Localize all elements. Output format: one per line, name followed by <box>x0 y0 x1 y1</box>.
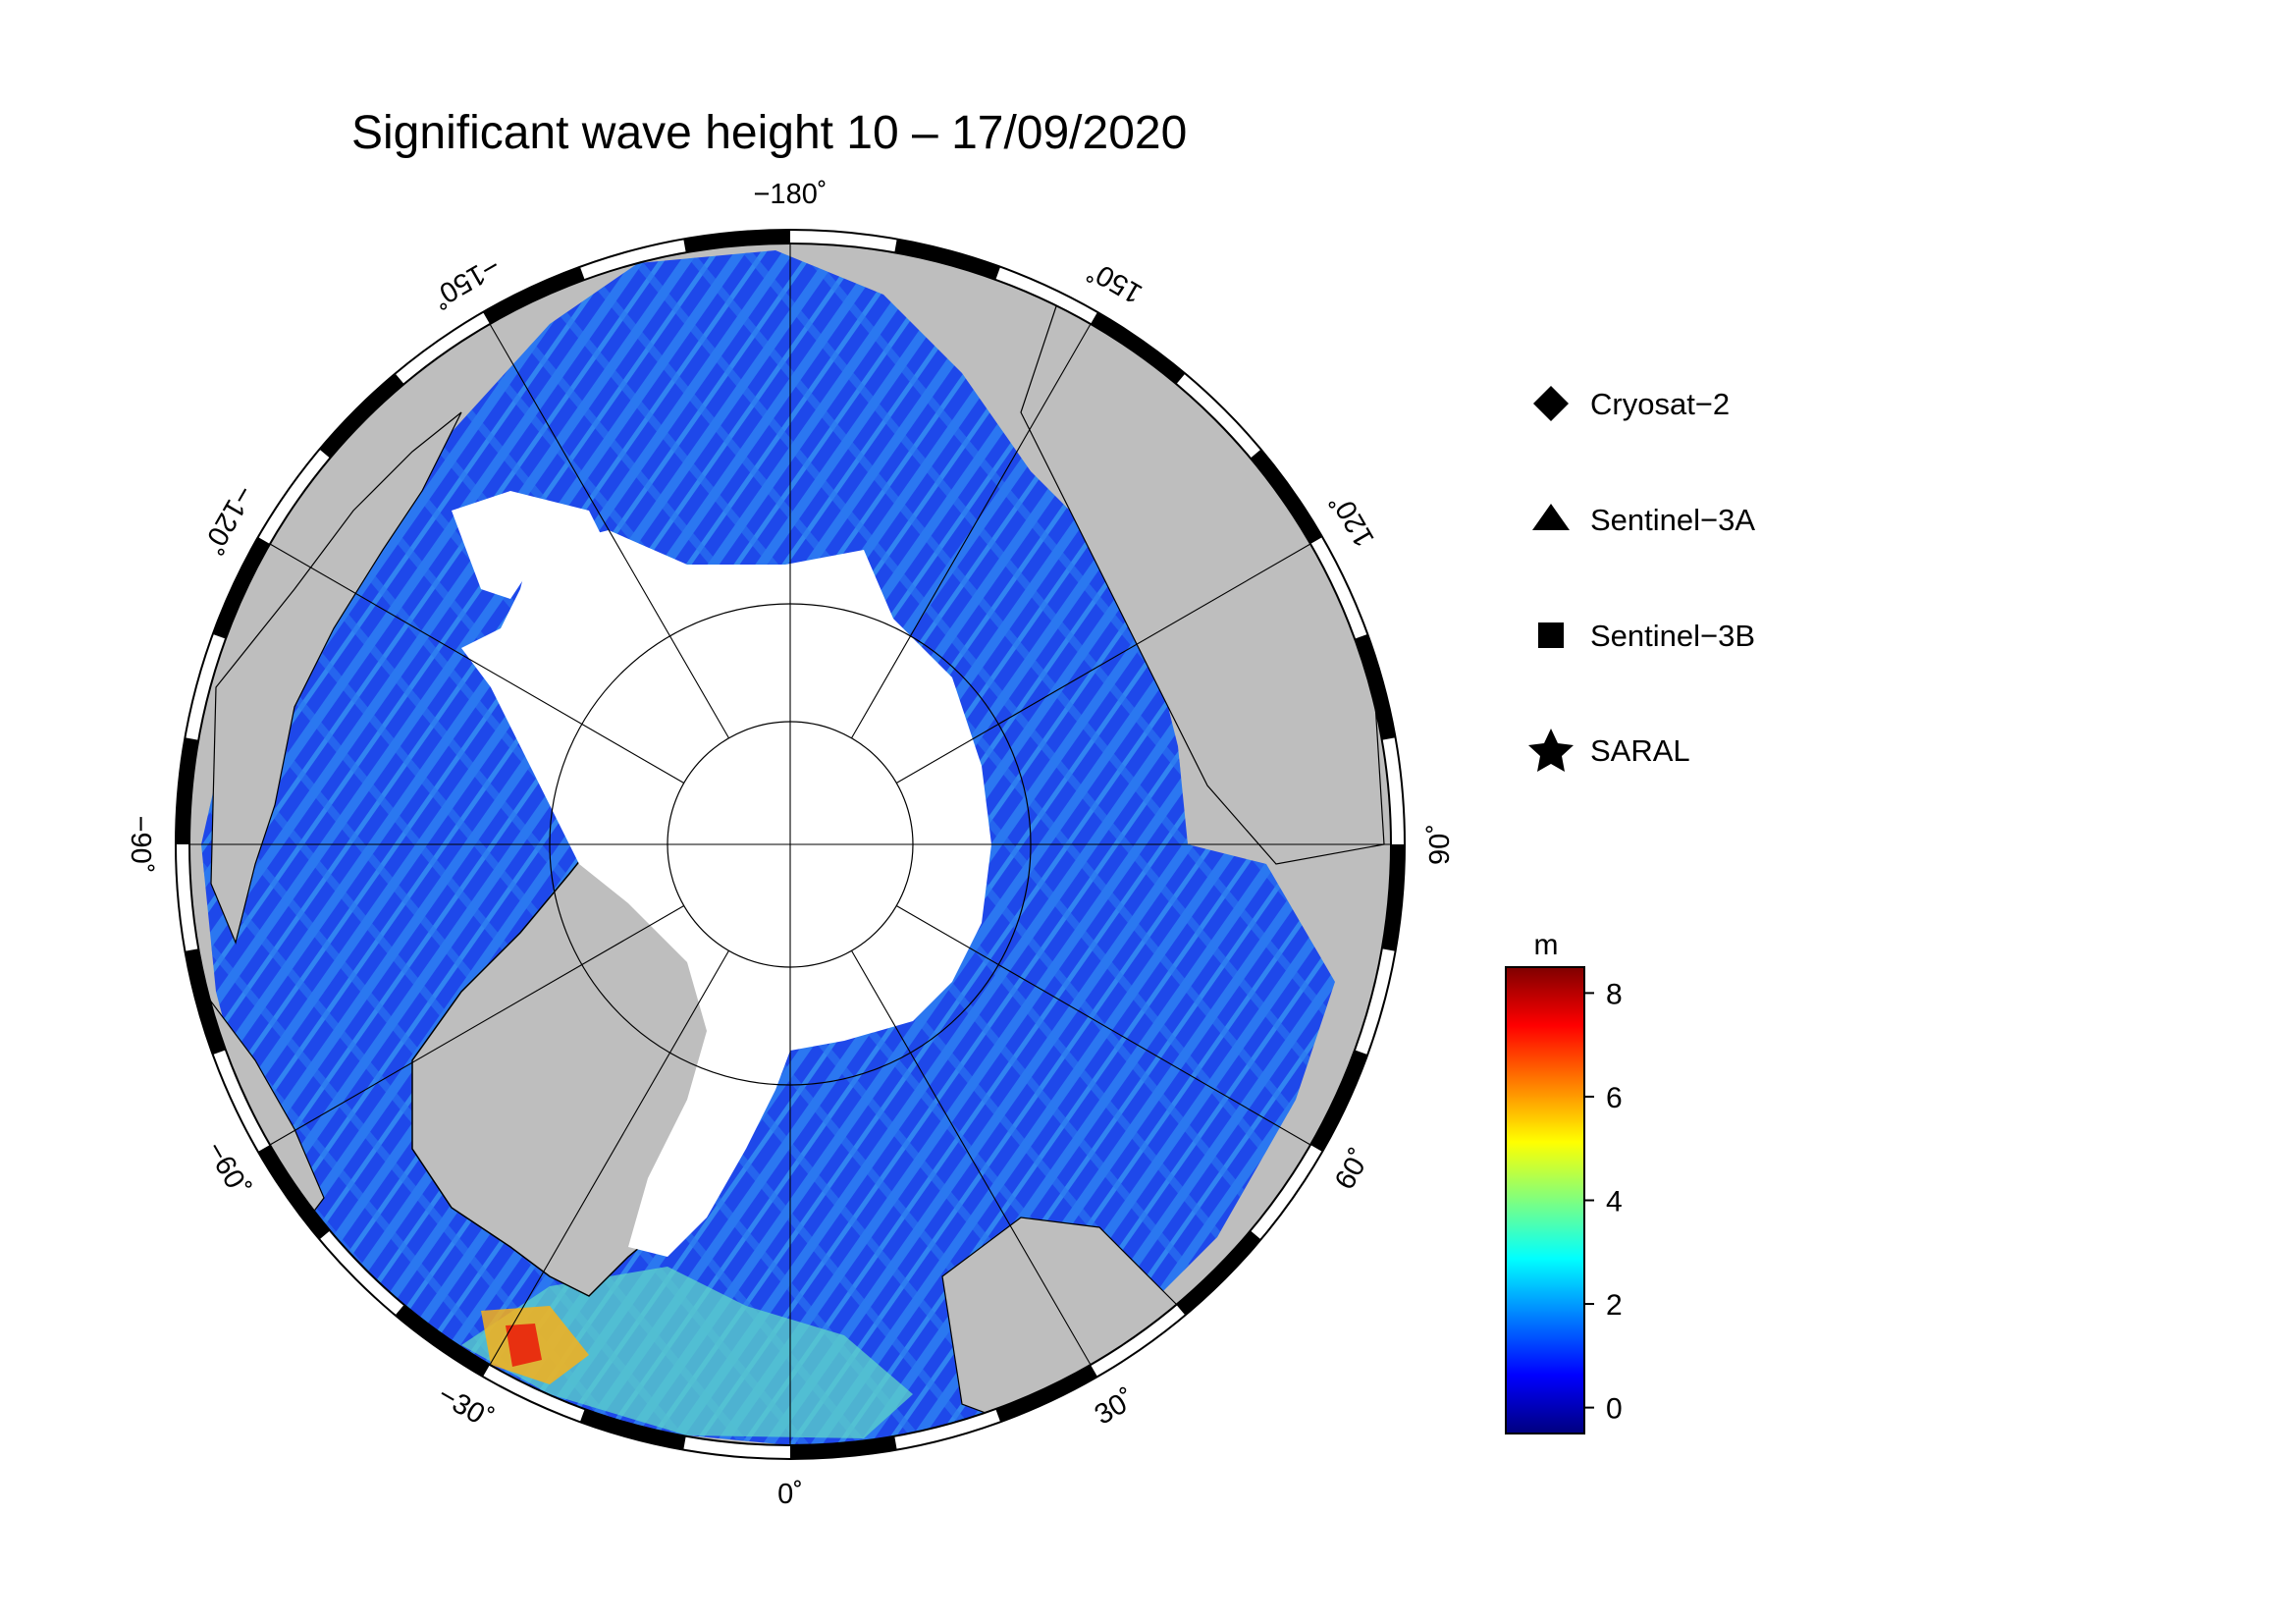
map-title: Significant wave height 10 – 17/09/2020 <box>351 107 1188 159</box>
frame-segment <box>395 1304 491 1378</box>
frame-segment <box>483 266 585 324</box>
peak-wave-spot <box>506 1324 542 1367</box>
meridian-line <box>851 323 1092 739</box>
colorbar-tick-label: 4 <box>1606 1186 1623 1218</box>
legend-label-cryosat: Cryosat−2 <box>1590 387 1730 421</box>
beaufort-ice-tongue <box>452 491 609 599</box>
meridian-line <box>489 949 729 1366</box>
colorbar: m 8 6 4 2 0 <box>1505 929 1623 1434</box>
legend-label-sentinel-3a: Sentinel−3A <box>1590 503 1755 537</box>
longitude-label: 30˚ <box>1090 1383 1141 1432</box>
canada-alaska-land <box>210 411 462 945</box>
frame-segment <box>894 239 1001 280</box>
longitude-label: −150˚ <box>426 249 506 313</box>
diamond-icon <box>1533 386 1569 421</box>
meridian-line <box>269 905 685 1146</box>
colorbar-tick-label: 0 <box>1606 1393 1623 1426</box>
sea-ice-region <box>461 530 991 1257</box>
colorbar-tick-label: 8 <box>1606 978 1623 1010</box>
colorbar-ticks: 8 6 4 2 0 <box>1584 978 1623 1426</box>
longitude-label: 90˚ <box>1424 824 1456 865</box>
triangle-icon <box>1532 504 1570 530</box>
longitude-label: −180˚ <box>754 179 828 210</box>
high-wave-region <box>461 1267 913 1438</box>
frame-segment <box>1310 1050 1368 1152</box>
frame-segment <box>176 737 199 845</box>
square-icon <box>1538 622 1564 648</box>
frame-segment <box>1355 633 1396 740</box>
longitude-label: −120˚ <box>195 480 259 560</box>
frame-segment <box>319 373 404 459</box>
colorbar-unit: m <box>1534 929 1559 961</box>
legend-label-saral: SARAL <box>1590 733 1690 768</box>
legend-item-sentinel-3a: Sentinel−3A <box>1532 503 1755 537</box>
frame-segment <box>995 1365 1097 1423</box>
frame-segment <box>212 537 270 639</box>
meridian-line <box>895 543 1311 784</box>
colorbar-tick-label: 2 <box>1606 1289 1623 1322</box>
frame-segment <box>789 1435 897 1459</box>
frame-segment <box>1176 1230 1261 1316</box>
meridian-line <box>269 543 685 784</box>
longitude-label: 120˚ <box>1325 487 1381 552</box>
legend-label-sentinel-3b: Sentinel−3B <box>1590 619 1755 653</box>
map-outer-frame <box>175 229 1406 1460</box>
legend-item-cryosat: Cryosat−2 <box>1533 386 1730 421</box>
frame-segment <box>579 1409 686 1450</box>
longitude-label: −60˚ <box>199 1137 255 1203</box>
satellite-legend: Cryosat−2 Sentinel−3A Sentinel−3B SARAL <box>1528 386 1755 772</box>
frame-segment <box>257 1144 331 1240</box>
longitude-label: 0˚ <box>777 1479 803 1510</box>
longitude-label: −90˚ <box>125 816 156 874</box>
meridian-line <box>895 905 1311 1146</box>
star-icon <box>1528 729 1574 772</box>
longitude-label: 150˚ <box>1083 253 1148 309</box>
colorbar-tick-label: 6 <box>1606 1082 1623 1114</box>
meridian-line <box>489 323 729 739</box>
frame-segment <box>1250 449 1323 545</box>
frame-segment <box>1381 843 1405 951</box>
meridian-line <box>851 949 1092 1366</box>
longitude-label: 60˚ <box>1329 1144 1377 1195</box>
colorbar-gradient <box>1505 966 1585 1434</box>
legend-item-sentinel-3b: Sentinel−3B <box>1538 619 1755 653</box>
legend-item-saral: SARAL <box>1528 729 1690 772</box>
frame-segment <box>1090 311 1186 385</box>
longitude-label: −30˚ <box>433 1380 499 1435</box>
meridian-lines <box>189 243 1391 1445</box>
map-frame-ticks <box>176 230 1405 1459</box>
map-disc <box>175 229 1406 1460</box>
frame-segment <box>185 948 226 1055</box>
frame-segment <box>683 230 791 253</box>
